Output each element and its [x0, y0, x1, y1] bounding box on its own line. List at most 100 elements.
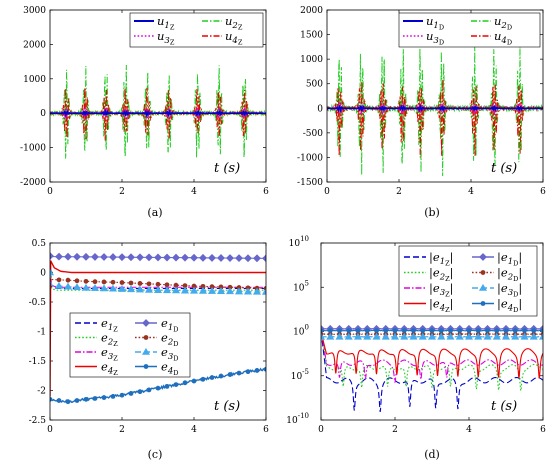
panel-caption: (d) — [424, 448, 440, 461]
marker-e4D — [355, 328, 361, 334]
marker-e4D — [503, 328, 509, 334]
marker-e4D — [346, 328, 352, 334]
legend-label-e1Z: e1Z — [101, 316, 118, 334]
marker-e4D — [254, 368, 260, 373]
x-tick-label: 0 — [47, 187, 53, 197]
marker-e3D — [207, 286, 217, 294]
marker-e4D — [200, 376, 206, 382]
x-tick-label: 2 — [119, 187, 125, 197]
legend-label-e2Z: e2Z — [101, 331, 118, 349]
marker-e3D — [409, 332, 418, 340]
marker-e4D — [191, 378, 197, 384]
marker-e3D — [243, 287, 253, 295]
marker-e4D — [155, 385, 161, 391]
marker-e4D — [321, 328, 324, 334]
marker-e2D — [128, 280, 134, 286]
series-line-u1D — [327, 103, 543, 113]
marker-e4D — [83, 396, 89, 402]
marker-e4D — [137, 389, 143, 395]
y-tick-label: 500 — [306, 80, 323, 90]
marker-e4D — [337, 328, 342, 334]
marker-e4D — [411, 328, 416, 334]
legend-label-abs-e3Zabs-: |e3Z| — [429, 281, 454, 299]
marker-e2D — [155, 281, 161, 287]
marker-e1D — [127, 253, 135, 262]
marker-e4D — [236, 370, 242, 376]
marker-e1D — [244, 254, 252, 263]
marker-e1D — [50, 252, 54, 260]
marker-e1D — [163, 253, 171, 262]
x-tick-label: 2 — [392, 425, 398, 435]
y-tick-label: 10-10 — [286, 412, 309, 426]
marker-e4D — [531, 328, 537, 334]
marker-e1D — [208, 253, 216, 262]
marker-e3D — [141, 347, 151, 355]
marker-e3D — [353, 332, 363, 340]
marker-e3D — [63, 282, 73, 290]
marker-e3D — [108, 284, 118, 292]
marker-e3D — [483, 332, 492, 340]
marker-e2D — [146, 281, 152, 287]
marker-e4D — [374, 328, 379, 334]
y-tick-label: 0.5 — [32, 239, 47, 249]
y-tick-label: 1000 — [300, 55, 323, 65]
time-axis-label: t (s) — [214, 161, 240, 176]
marker-e4D — [522, 328, 527, 334]
y-tick-label: -1 — [37, 328, 46, 338]
marker-e2D — [200, 283, 206, 289]
axes-box — [326, 9, 544, 183]
marker-e1D — [82, 252, 90, 261]
time-axis-label: t (s) — [214, 399, 240, 414]
panel-caption: (a) — [147, 206, 162, 219]
legend-label-e1D: e1D — [161, 316, 178, 334]
x-tick-label: 0 — [324, 187, 330, 197]
marker-e2D — [92, 279, 98, 285]
y-tick-label: 0 — [40, 109, 46, 119]
marker-e2D — [83, 278, 89, 284]
marker-e1D — [253, 254, 261, 263]
marker-e3D — [455, 332, 464, 340]
marker-e3D — [180, 286, 190, 294]
marker-e3D — [234, 287, 244, 295]
marker-e4D — [110, 394, 116, 399]
marker-e3D — [520, 332, 529, 340]
axes-box — [320, 242, 544, 421]
y-tick-label: -2 — [37, 387, 46, 397]
marker-e4D — [92, 396, 98, 401]
panel-caption: (c) — [148, 448, 163, 461]
marker-e4D — [438, 328, 444, 334]
x-tick-label: 2 — [396, 187, 402, 197]
legend-label-u3D: u3D — [426, 29, 444, 47]
marker-e3D — [492, 332, 501, 340]
marker-e3D — [117, 284, 127, 292]
marker-e3D — [335, 332, 344, 340]
legend-label-abs-e4Dabs-: |e4D| — [497, 297, 522, 315]
marker-e3D — [162, 286, 172, 294]
marker-e4D — [457, 328, 463, 334]
time-axis-label: t (s) — [491, 399, 517, 414]
marker-e4D — [392, 328, 398, 334]
marker-e3D — [529, 332, 538, 340]
marker-e3D — [464, 332, 474, 340]
marker-e1D — [181, 253, 189, 262]
marker-e2D — [164, 282, 170, 288]
marker-e3D — [372, 332, 381, 340]
marker-e4D — [218, 373, 224, 379]
marker-e3D — [198, 286, 208, 294]
marker-e2D — [182, 283, 188, 289]
legend-label-u4D: u4D — [494, 29, 512, 47]
series-line-e3Z — [321, 329, 543, 383]
marker-e4D — [475, 328, 481, 334]
panel-a: 0 2 4 6 -2000 -1000 0 1000 2000 3000 u1Z u2Z u3Z u4Z t… — [20, 6, 269, 219]
marker-e3D — [126, 285, 136, 293]
marker-e3D — [363, 332, 372, 340]
marker-e3D — [390, 332, 400, 340]
legend-label-abs-e1Zabs-: |e1Z| — [429, 250, 454, 268]
marker-e4D — [65, 399, 71, 405]
marker-e4D — [401, 328, 407, 334]
series-group — [327, 46, 543, 176]
marker-e4D — [466, 328, 472, 334]
marker-e1D — [136, 253, 144, 262]
marker-e2D — [209, 284, 215, 290]
